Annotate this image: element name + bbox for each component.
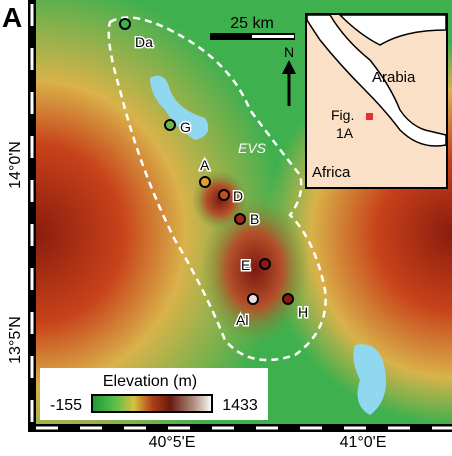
scale-label: 25 km — [230, 15, 274, 32]
site-marker — [200, 177, 210, 187]
latitude-label: 13°5'N — [7, 316, 24, 364]
site-marker — [219, 190, 229, 200]
map-figure: EVS Da G A DB E Al H 25 km N Arabia Africa Fig… — [0, 0, 452, 451]
inset-region-label: Africa — [312, 164, 351, 181]
site-marker — [120, 19, 130, 29]
inset-figure-label: Fig. — [331, 107, 354, 123]
longitude-label: 40°5'E — [149, 434, 196, 451]
north-label: N — [284, 44, 294, 60]
panel-label: A — [2, 2, 22, 33]
legend-max: 1433 — [222, 397, 258, 414]
longitude-label: 41°0'E — [340, 434, 387, 451]
site-marker — [260, 259, 270, 269]
legend-min: -155 — [50, 397, 82, 414]
site-label: Al — [236, 312, 248, 328]
inset-region-label: Arabia — [372, 69, 416, 86]
site-marker — [283, 294, 293, 304]
inset-figure-label: 1A — [336, 125, 354, 141]
legend-title: Elevation (m) — [103, 373, 197, 390]
site-label: B — [250, 211, 259, 227]
latitude-label: 14°0'N — [7, 141, 24, 189]
inset-map: Arabia Africa Fig. 1A — [306, 14, 447, 188]
site-marker — [235, 214, 245, 224]
site-label: E — [241, 257, 250, 273]
site-label: Da — [135, 34, 153, 50]
zone-label: EVS — [238, 140, 267, 156]
legend: Elevation (m) -155 1433 — [40, 368, 268, 420]
site-label: D — [233, 188, 243, 204]
site-marker — [165, 120, 175, 130]
site-label: H — [298, 304, 308, 320]
site-label: A — [200, 157, 210, 173]
site-marker — [248, 294, 258, 304]
site-label: G — [180, 119, 191, 135]
